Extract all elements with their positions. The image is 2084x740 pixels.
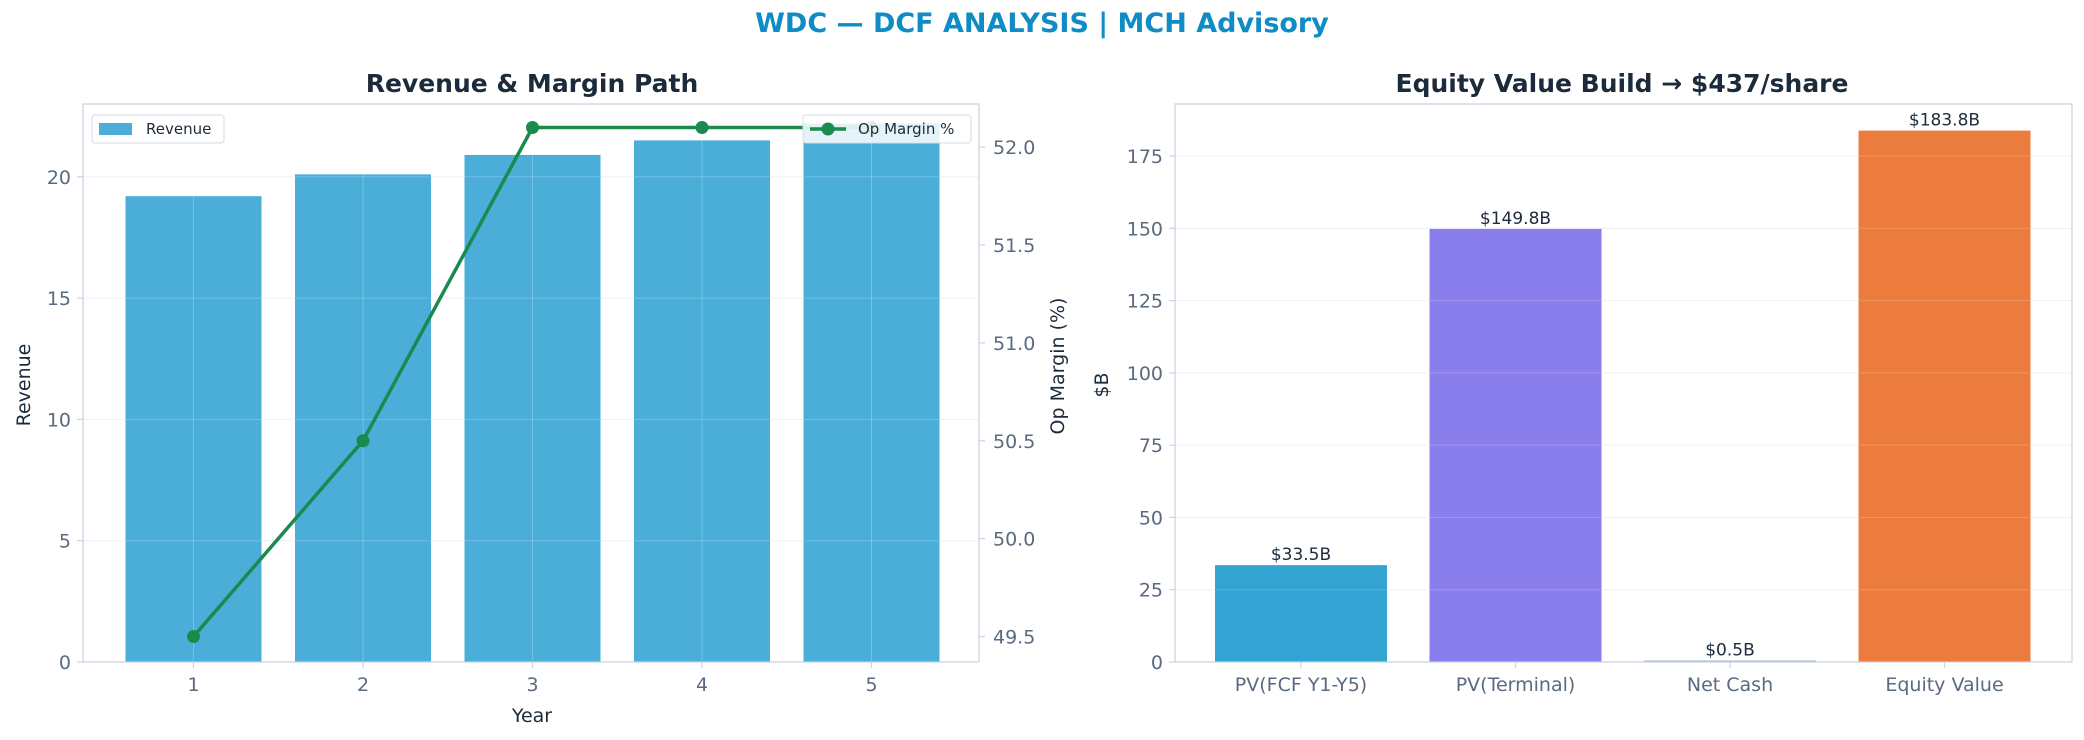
data-label: $0.5B xyxy=(1705,641,1755,661)
equity-bar xyxy=(1644,660,1816,662)
y-tick-label: 75 xyxy=(1139,435,1163,457)
y2-tick-label: 50.5 xyxy=(993,431,1035,453)
chart-title: Revenue & Margin Path xyxy=(366,69,699,98)
y2-tick-label: 51.0 xyxy=(993,333,1035,355)
data-labels: $33.5B $149.8B $0.5B $183.8B xyxy=(1271,111,1980,661)
y-tick-label: 50 xyxy=(1139,507,1163,529)
y-tick-label: 125 xyxy=(1127,291,1163,313)
legend-op-margin-label: Op Margin % xyxy=(858,120,954,138)
y2-axis-label: Op Margin (%) xyxy=(1047,298,1069,435)
revenue-bar xyxy=(464,154,601,663)
x-tick-label: Equity Value xyxy=(1885,674,2003,696)
legend-op-margin: Op Margin % xyxy=(802,114,972,144)
legend-revenue-label: Revenue xyxy=(146,120,211,138)
axes xyxy=(1174,103,2073,663)
x-tick-label: 3 xyxy=(526,674,538,696)
op-margin-point xyxy=(526,120,539,134)
revenue-bar xyxy=(634,140,770,663)
y2-tick-label: 49.5 xyxy=(993,627,1035,649)
y2-tick-label: 50.0 xyxy=(993,529,1035,551)
equity-bar xyxy=(1858,130,2031,662)
y-tick-label: 20 xyxy=(47,167,71,189)
y-tick-label: 175 xyxy=(1127,146,1163,168)
x-axis-label: Year xyxy=(511,705,552,727)
plot-frame xyxy=(1174,103,2073,663)
revenue-bar xyxy=(295,174,431,663)
equity-bar xyxy=(1429,228,1602,662)
equity-bar xyxy=(1215,565,1387,662)
x-tick-label: Net Cash xyxy=(1687,674,1773,696)
x-tick-label: 4 xyxy=(696,674,708,696)
x-tick-label: 5 xyxy=(865,674,877,696)
legend-op-margin-marker xyxy=(821,122,835,136)
y-tick-label: 0 xyxy=(1151,652,1163,674)
revenue-bar xyxy=(803,123,940,663)
op-margin-point xyxy=(695,120,709,134)
equity-bars xyxy=(1175,130,2072,663)
data-label: $183.8B xyxy=(1909,111,1980,131)
axes xyxy=(82,103,980,663)
tick-labels: 0 5 10 15 20 49.5 50.0 50.5 51.0 51.5 52.0 1 2 3 4 5 xyxy=(47,137,1036,696)
x-tick-label: 1 xyxy=(187,674,199,696)
x-tick-label: PV(FCF Y1-Y5) xyxy=(1235,674,1367,696)
data-label: $149.8B xyxy=(1480,209,1551,229)
y-tick-label: 25 xyxy=(1139,580,1163,602)
figure-title: WDC — DCF ANALYSIS | MCH Advisory xyxy=(755,8,1329,39)
x-tick-label: PV(Terminal) xyxy=(1456,674,1576,696)
plot-frame xyxy=(82,103,980,663)
x-tick-label: 2 xyxy=(357,674,369,696)
y-tick-label: 150 xyxy=(1127,218,1163,240)
y-tick-label: 0 xyxy=(59,652,71,674)
y-axis-label: $B xyxy=(1091,372,1113,397)
y2-tick-label: 52.0 xyxy=(993,137,1035,159)
legend-revenue-swatch xyxy=(99,123,132,135)
op-margin-point xyxy=(356,434,370,448)
y-tick-label: 10 xyxy=(47,409,71,431)
y-tick-label: 5 xyxy=(59,531,71,553)
y-tick-label: 15 xyxy=(47,288,71,310)
op-margin-point xyxy=(187,630,200,644)
revenue-bars xyxy=(125,123,940,663)
data-label: $33.5B xyxy=(1271,545,1331,565)
y2-tick-label: 51.5 xyxy=(993,235,1035,257)
y-axis-label: Revenue xyxy=(13,344,35,427)
y-tick-label: 100 xyxy=(1127,363,1163,385)
chart-title: Equity Value Build → $437/share xyxy=(1396,69,1849,98)
tick-labels: 0 25 50 75 100 125 150 175 PV(FCF Y1-Y5) PV(Termi… xyxy=(1127,146,2004,696)
legend-revenue: Revenue xyxy=(91,114,225,144)
